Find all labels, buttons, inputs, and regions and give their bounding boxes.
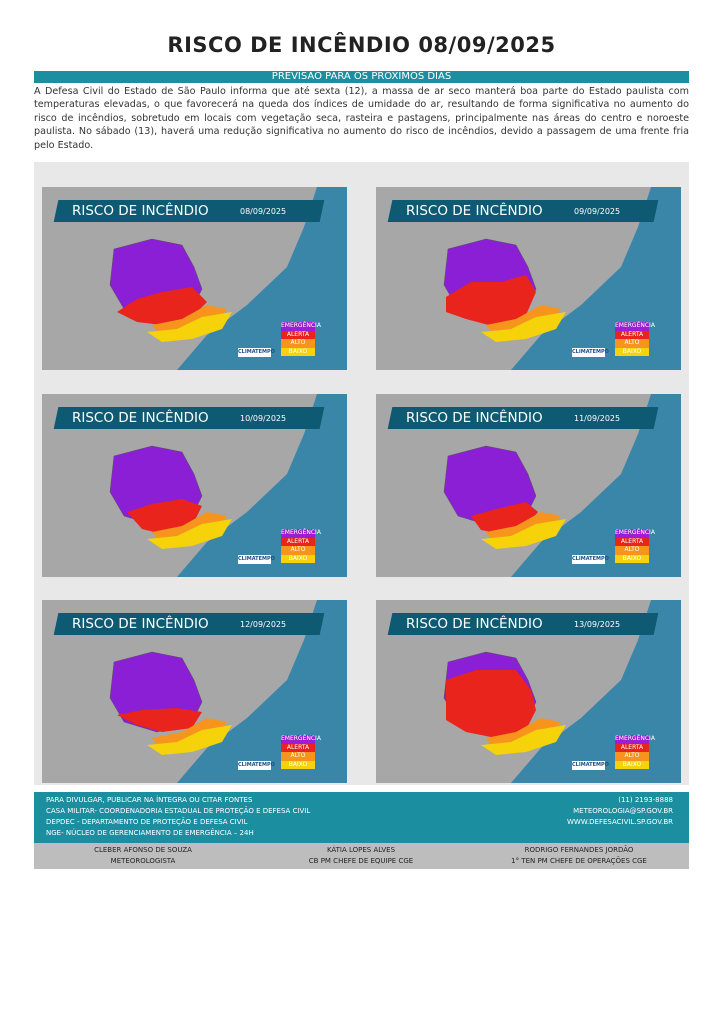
legend-item: ALTO (615, 339, 649, 348)
footer-line: WWW.DEFESACIVIL.SP.GOV.BR (566, 818, 673, 826)
signature: CLEBER AFONSO DE SOUZA METEOROLOGISTA (34, 845, 252, 867)
legend: EMERGÊNCIA ALERTA ALTO BAIXO (615, 322, 655, 356)
legend-item: EMERGÊNCIA (281, 322, 321, 331)
map-title: RISCO DE INCÊNDIO (72, 410, 209, 426)
signature-role: CB PM CHEFE DE EQUIPE CGE (308, 857, 414, 865)
footer-left: PARA DIVULGAR, PUBLICAR NA ÍNTEGRA OU CI… (46, 795, 310, 839)
state-alert (127, 499, 202, 534)
signatures: CLEBER AFONSO DE SOUZA METEOROLOGISTA KÁTI… (34, 843, 689, 869)
state-alert (446, 670, 536, 738)
footer-line: PARA DIVULGAR, PUBLICAR NA ÍNTEGRA OU CI… (46, 796, 253, 804)
logo: CLIMATEMPO (572, 761, 609, 770)
state-high (486, 305, 561, 335)
state-low (481, 519, 566, 549)
legend-item: ALTO (615, 546, 649, 555)
legend-item: ALERTA (615, 330, 649, 339)
state-alert (117, 287, 207, 325)
state-high (152, 305, 227, 335)
state-high (486, 512, 561, 542)
legend-item: BAIXO (281, 760, 315, 769)
map-title: RISCO DE INCÊNDIO (406, 410, 543, 426)
map-title: RISCO DE INCÊNDIO (72, 203, 209, 219)
legend: EMERGÊNCIA ALERTA ALTO BAIXO (281, 322, 321, 356)
map-date: 11/09/2025 (574, 414, 621, 423)
map-title: RISCO DE INCÊNDIO (72, 616, 209, 632)
map-panel: RISCO DE INCÊNDIO 10/09/2025 EMERGÊNCIA ALE… (42, 394, 347, 577)
legend: EMERGÊNCIA ALERTA ALTO BAIXO (615, 529, 655, 563)
state-high (152, 512, 227, 542)
legend-item: EMERGÊNCIA (281, 529, 321, 538)
map-date: 08/09/2025 (240, 207, 287, 216)
map-panel: RISCO DE INCÊNDIO 12/09/2025 EMERGÊNCIA ALE… (42, 600, 347, 783)
signature-role: 1° TEN PM CHEFE DE OPERAÇÕES CGE (511, 857, 647, 865)
footer-line: METEOROLOGIA@SP.GOV.BR (573, 807, 673, 815)
footer-line: CASA MILITAR- COORDENADORIA ESTADUAL DE … (46, 807, 311, 815)
legend-item: ALTO (281, 752, 315, 761)
signature-role: METEOROLOGISTA (110, 857, 176, 865)
signature-name: RODRIGO FERNANDES JORDÃO (524, 846, 634, 854)
state-high (486, 718, 561, 748)
legend-item: ALTO (281, 546, 315, 555)
title: RISCO DE INCÊNDIO 08/09/2025 (167, 33, 556, 57)
state-low (147, 725, 232, 755)
legend-item: BAIXO (281, 554, 315, 563)
state-high (152, 718, 227, 748)
footer-right: (11) 2193-8888 METEOROLOGIA@SP.GOV.BR WWW.… (567, 795, 673, 828)
logo: CLIMATEMPO (238, 555, 275, 564)
legend: EMERGÊNCIA ALERTA ALTO BAIXO (615, 735, 655, 769)
legend-item: ALTO (615, 752, 649, 761)
map-panel: RISCO DE INCÊNDIO 13/09/2025 EMERGÊNCIA ALE… (376, 600, 681, 783)
signature: RODRIGO FERNANDES JORDÃO 1° TEN PM CHEFE … (470, 845, 688, 867)
map-panel: RISCO DE INCÊNDIO 09/09/2025 EMERGÊNCIA ALE… (376, 187, 681, 370)
legend-item: BAIXO (281, 347, 315, 356)
legend-item: ALERTA (281, 743, 315, 752)
legend-item: EMERGÊNCIA (615, 322, 655, 331)
map-title: RISCO DE INCÊNDIO (406, 616, 543, 632)
map-date: 12/09/2025 (240, 620, 287, 629)
signature-name: KÁTIA LOPES ALVES (326, 846, 396, 854)
map-date: 09/09/2025 (574, 207, 621, 216)
legend-item: BAIXO (615, 347, 649, 356)
legend-item: EMERGÊNCIA (615, 529, 655, 538)
state-alert (117, 708, 202, 732)
map-panel: RISCO DE INCÊNDIO 08/09/2025 EMERGÊNCIA ALE… (42, 187, 347, 370)
map-date: 13/09/2025 (574, 620, 621, 629)
map-title: RISCO DE INCÊNDIO (406, 203, 543, 219)
legend-item: BAIXO (615, 760, 649, 769)
legend: EMERGÊNCIA ALERTA ALTO BAIXO (281, 735, 321, 769)
legend-item: EMERGÊNCIA (615, 735, 655, 744)
state-low (481, 312, 566, 342)
legend-item: ALERTA (281, 537, 315, 546)
state-low (481, 725, 566, 755)
legend-item: ALERTA (281, 330, 315, 339)
legend-item: ALERTA (615, 743, 649, 752)
paragraph: A Defesa Civil do Estado de São Paulo in… (34, 86, 689, 151)
legend-item: EMERGÊNCIA (281, 735, 321, 744)
footer-line: DEPDEC - DEPARTAMENTO DE PROTEÇÃO E DEFE… (46, 818, 248, 826)
legend-item: ALTO (281, 339, 315, 348)
legend-item: ALERTA (615, 537, 649, 546)
map-panel: RISCO DE INCÊNDIO 11/09/2025 EMERGÊNCIA ALE… (376, 394, 681, 577)
state-low (147, 312, 232, 342)
maps-area: RISCO DE INCÊNDIO 08/09/2025 EMERGÊNCIA ALE… (34, 162, 689, 785)
logo: CLIMATEMPO (572, 555, 609, 564)
footer: PARA DIVULGAR, PUBLICAR NA ÍNTEGRA OU CI… (34, 792, 689, 843)
subtitle: PREVISÃO PARA OS PRÓXIMOS DIAS (34, 71, 689, 83)
state-alert (446, 275, 536, 327)
signature-name: CLEBER AFONSO DE SOUZA (94, 846, 192, 854)
logo: CLIMATEMPO (238, 761, 275, 770)
logo: CLIMATEMPO (238, 348, 275, 357)
signature: KÁTIA LOPES ALVES CB PM CHEFE DE EQUIPE C… (252, 845, 470, 867)
legend-item: BAIXO (615, 554, 649, 563)
state-low (147, 519, 232, 549)
legend: EMERGÊNCIA ALERTA ALTO BAIXO (281, 529, 321, 563)
logo: CLIMATEMPO (572, 348, 609, 357)
footer-line: (11) 2193-8888 (618, 796, 673, 804)
footer-line: NGE- NÚCLEO DE GERENCIAMENTO DE EMERGÊNC… (46, 829, 254, 837)
map-date: 10/09/2025 (240, 414, 287, 423)
